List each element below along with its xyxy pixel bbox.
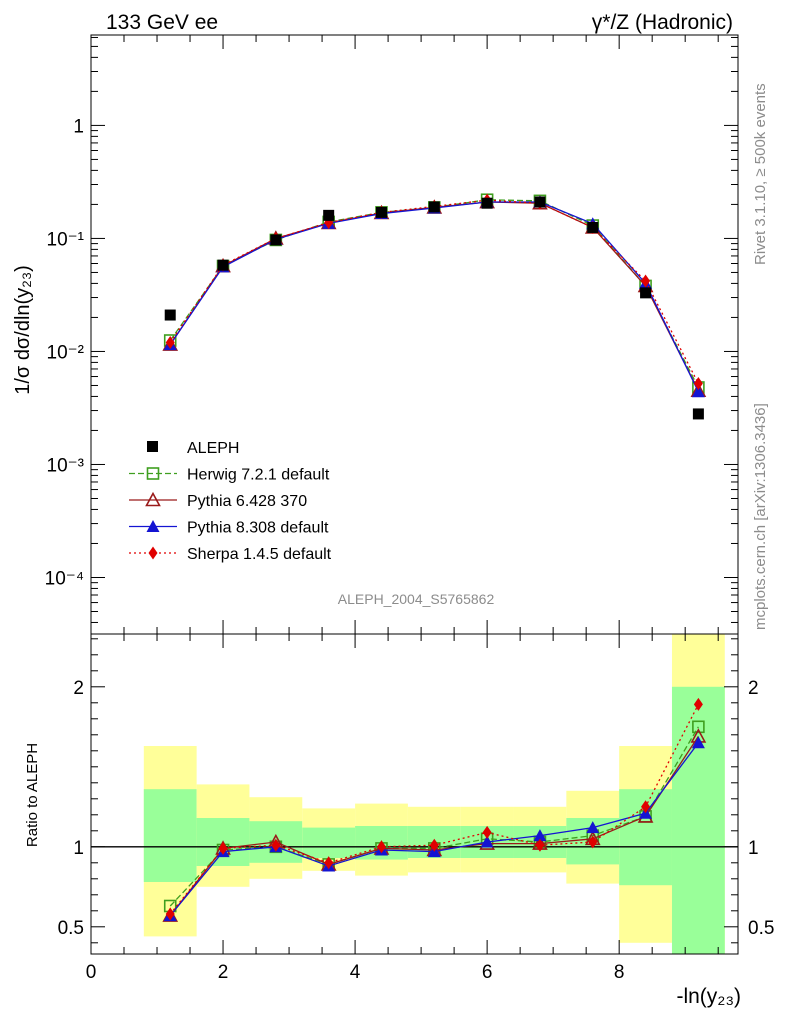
y-tick-label-ratio-right: 1 [748, 838, 759, 859]
series-3-ratio-point [693, 697, 703, 711]
series-2-line [169, 201, 699, 393]
axes: 0 2 4 6 8 10⁻⁴ 10⁻³ 10⁻² 10⁻¹ 1 0.5 0.5 1 1 2 2 [45, 34, 774, 983]
legend-marker-1 [145, 491, 161, 507]
y-tick-label-main: 10⁻² [47, 342, 85, 363]
series-0-ratio-point [692, 720, 705, 734]
y-tick-label-ratio-right: 0.5 [748, 918, 774, 939]
series-2-ratio-point [691, 736, 705, 749]
aleph-point [375, 206, 387, 218]
legend-marker-3 [148, 546, 158, 560]
legend: ALEPH Herwig 7.2.1 default Pythia 6.428 37… [129, 440, 332, 563]
y-tick-label-ratio: 1 [73, 838, 84, 859]
series-3-ratio-point [218, 841, 228, 855]
title-left: 133 GeV ee [106, 11, 218, 34]
band-inner [302, 827, 356, 858]
aleph-point [534, 196, 546, 208]
aleph-point [481, 197, 493, 209]
aleph-point [587, 221, 599, 233]
series-2-ratio-point [480, 835, 494, 848]
aleph-point [270, 234, 282, 246]
legend-label-2: Pythia 8.308 default [187, 520, 329, 537]
y-tick-label-ratio: 2 [73, 678, 84, 699]
legend-label-0: Herwig 7.2.1 default [187, 467, 330, 484]
series-3-ratio-point [535, 838, 545, 852]
x-axis-title: -ln(y₂₃) [676, 985, 741, 1008]
series-3-ratio-point [376, 840, 386, 854]
series-1-line [169, 201, 699, 391]
x-tick-label: 4 [350, 962, 361, 983]
series-2-point [691, 385, 705, 398]
y-tick-label-main: 10⁻⁴ [45, 568, 84, 589]
y-axis-title-ratio: Ratio to ALEPH [24, 743, 41, 847]
data-points [164, 196, 704, 420]
y-axis-title-main: 1/σ dσ/dln(y₂₃) [12, 265, 34, 395]
legend-label-1: Pythia 6.428 370 [187, 493, 307, 510]
x-tick-label: 8 [614, 962, 625, 983]
series-3-ratio-point [324, 856, 334, 870]
main-frame [90, 34, 739, 635]
x-tick-label: 6 [482, 962, 493, 983]
side-text-bottom: mcplots.cern.ch [arXiv:1306.3436] [752, 403, 769, 630]
series-0-line [169, 199, 699, 388]
legend-marker-0 [146, 467, 160, 480]
series-3-ratio-point [271, 838, 281, 852]
series-3-ratio-point [165, 907, 175, 921]
legend-label-aleph: ALEPH [187, 440, 239, 457]
series-3-ratio-point [641, 800, 651, 814]
y-tick-label-main: 10⁻¹ [47, 229, 85, 250]
y-tick-label-main: 10⁻³ [47, 455, 85, 476]
aleph-point [164, 309, 176, 321]
aleph-point [640, 287, 652, 299]
y-tick-label-ratio: 0.5 [58, 918, 84, 939]
legend-marker-2 [146, 520, 160, 532]
x-tick-label: 2 [218, 962, 229, 983]
y-tick-label-main: 1 [73, 116, 84, 137]
series-3-point [165, 336, 175, 350]
series-3-ratio-point [588, 835, 598, 849]
uncertainty-bands [143, 634, 725, 954]
series-2-ratio-point [586, 821, 600, 834]
side-text-top: Rivet 3.1.10, ≥ 500k events [752, 83, 769, 265]
series-3-ratio-point [429, 838, 439, 852]
aleph-point [428, 201, 440, 213]
series-2-ratio-point [533, 829, 547, 842]
x-tick-label: 0 [86, 962, 97, 983]
y-tick-label-ratio-right: 2 [748, 678, 759, 699]
aleph-point [692, 408, 704, 420]
series-3-point [693, 377, 703, 391]
title-right: γ*/Z (Hadronic) [592, 11, 733, 34]
legend-label-3: Sherpa 1.4.5 default [187, 546, 332, 563]
analysis-id: ALEPH_2004_S5765862 [338, 591, 495, 607]
aleph-point [323, 209, 335, 221]
series-3-line [169, 199, 699, 384]
series-3-ratio-point [482, 825, 492, 839]
band-inner [143, 789, 197, 882]
aleph-point [217, 259, 229, 271]
legend-marker-aleph [147, 441, 158, 452]
ratio-frame [90, 633, 739, 955]
series-3-point [641, 274, 651, 288]
